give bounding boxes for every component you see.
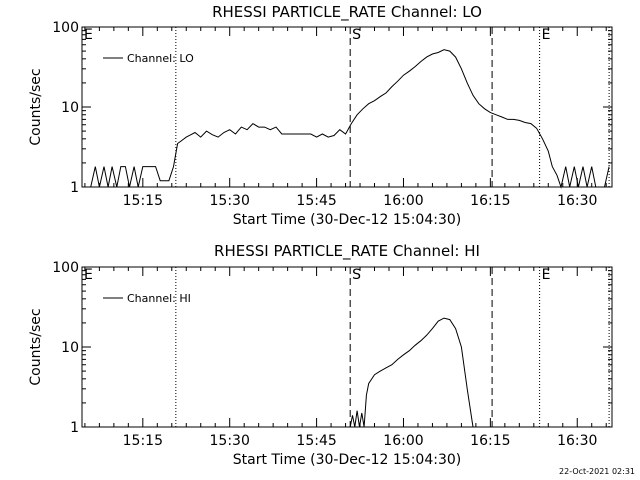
data-series-line: [90, 49, 610, 189]
legend: Channel: HI: [103, 292, 191, 305]
event-marker-label: S: [352, 27, 361, 43]
x-tick-label: 15:30: [210, 433, 250, 449]
footer-timestamp: 22-Oct-2021 02:31: [559, 467, 635, 476]
y-axis-label-text: Counts/sec: [28, 308, 44, 385]
chart-panel-hi: RHESSI PARTICLE_RATE Channel: HI Counts/…: [28, 242, 613, 468]
legend-label: Channel: HI: [127, 292, 191, 305]
legend-label: Channel: LO: [127, 52, 194, 65]
x-tick-label: 15:15: [123, 433, 163, 449]
x-tick-label: 15:30: [210, 193, 250, 209]
x-tick-label: 16:15: [470, 193, 510, 209]
y-tick-label: 100: [52, 20, 79, 36]
y-axis-label: Counts/sec: [28, 68, 44, 145]
x-tick-label: 16:00: [383, 193, 423, 209]
y-axis-label: Counts/sec: [28, 308, 44, 385]
chart-title: RHESSI PARTICLE_RATE Channel: LO: [212, 3, 482, 22]
x-axis-label: Start Time (30-Dec-12 15:04:30): [233, 452, 461, 468]
event-marker-label: E: [84, 267, 93, 283]
plot-frame: [81, 26, 613, 188]
y-tick-label: 100: [52, 260, 79, 276]
y-tick-label: 10: [61, 340, 79, 356]
event-marker-label: E: [542, 27, 551, 43]
x-axis-label: Start Time (30-Dec-12 15:04:30): [233, 212, 461, 228]
x-tick-label: 15:45: [296, 193, 336, 209]
y-tick-label: 1: [70, 180, 79, 196]
y-axis-label-text: Counts/sec: [28, 68, 44, 145]
event-marker-label: E: [84, 27, 93, 43]
x-tick-label: 15:15: [123, 193, 163, 209]
x-tick-label: 16:30: [557, 433, 597, 449]
x-tick-label: 15:45: [296, 433, 336, 449]
chart-panel-lo: RHESSI PARTICLE_RATE Channel: LO Counts/…: [28, 3, 613, 228]
x-tick-label: 16:15: [470, 433, 510, 449]
y-tick-label: 1: [70, 420, 79, 436]
legend: Channel: LO: [103, 52, 194, 65]
y-tick-label: 10: [61, 100, 79, 116]
event-marker-label: S: [352, 267, 361, 283]
x-tick-label: 16:30: [557, 193, 597, 209]
data-series-line: [349, 317, 474, 428]
event-marker-label: E: [542, 267, 551, 283]
chart-title: RHESSI PARTICLE_RATE Channel: HI: [214, 242, 480, 261]
x-tick-label: 16:00: [383, 433, 423, 449]
plot-frame: [81, 266, 613, 428]
